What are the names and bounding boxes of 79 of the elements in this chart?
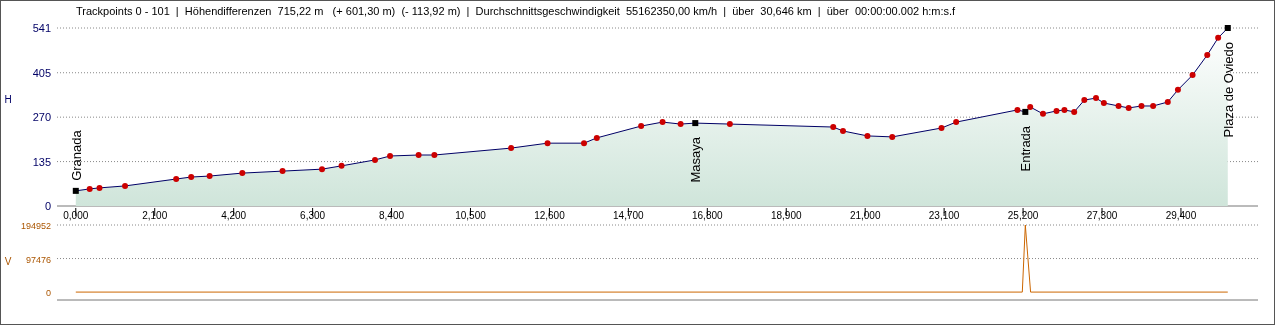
point [1061, 106, 1068, 113]
point [319, 166, 326, 173]
x-tick-label: 23,100 [928, 210, 960, 221]
y-axis-title: V [4, 256, 12, 267]
annotation: Granada [68, 129, 84, 181]
point [677, 121, 684, 128]
point [1092, 95, 1099, 102]
point [1215, 34, 1222, 41]
point [72, 187, 79, 194]
point [1014, 106, 1021, 113]
point [1150, 102, 1157, 109]
x-tick-label: 4,200 [221, 210, 247, 221]
x-tick-label: 12,600 [534, 210, 566, 221]
point [239, 170, 246, 177]
x-tick-label: 6,300 [300, 210, 326, 221]
x-tick-label: 18,900 [770, 210, 802, 221]
point [1039, 110, 1046, 117]
y-tick-label: 270 [32, 111, 51, 124]
point [581, 140, 588, 147]
point [1174, 86, 1181, 93]
point [1204, 51, 1211, 58]
x-tick-label: 25,200 [1007, 210, 1039, 221]
x-tick-label: 2,100 [142, 210, 168, 221]
point [1115, 102, 1122, 109]
x-tick-label: 21,000 [849, 210, 881, 221]
point [889, 133, 896, 140]
point [431, 152, 438, 158]
point [938, 125, 945, 132]
y-axis-title: H [4, 94, 12, 105]
y-tick-label: 97476 [25, 254, 51, 265]
point [122, 182, 129, 189]
y-tick-label: 405 [32, 66, 51, 79]
point [279, 168, 286, 175]
point [1125, 104, 1132, 111]
point [415, 152, 422, 158]
annotation: Masaya [688, 136, 704, 183]
x-tick-label: 16,800 [692, 210, 724, 221]
point [1100, 100, 1107, 107]
point [387, 152, 394, 159]
chart-title: Trackpoints 0 - 101 | Höhendifferenzen 715,22 m (+ 601,30 m) (- 113,92 m) | Durchschnittsgeschwindigkeit 55162350,00 km/h | über 30,646 km | über 00:00:00.002 h:m:s.f [76, 5, 957, 17]
point [953, 119, 960, 126]
y-tick-label: 0 [44, 200, 51, 212]
annotation: Entrada [1018, 125, 1034, 172]
point [1164, 99, 1171, 106]
point [338, 162, 345, 169]
point [188, 174, 195, 181]
point [1053, 107, 1060, 114]
y-tick-label: 135 [32, 155, 51, 168]
point [830, 124, 837, 131]
x-tick-label: 14,700 [613, 210, 645, 221]
point [372, 156, 379, 163]
point [593, 134, 600, 141]
point [508, 145, 515, 152]
point [1224, 25, 1231, 31]
point [840, 127, 847, 134]
point [1022, 108, 1029, 115]
point [206, 173, 213, 180]
point [544, 140, 551, 147]
y-tick-label: 194952 [20, 221, 51, 231]
point [726, 121, 733, 128]
point [173, 176, 180, 183]
point [86, 185, 93, 192]
annotation: Plaza de Oviedo [1220, 42, 1236, 138]
x-tick-label: 0,000 [63, 210, 89, 221]
point [1071, 108, 1078, 115]
x-tick-label: 27,300 [1086, 210, 1118, 221]
point [1138, 102, 1145, 109]
point [659, 119, 666, 126]
point [692, 120, 699, 127]
point [96, 184, 103, 191]
y-tick-label: 541 [32, 22, 51, 34]
x-tick-label: 8,400 [379, 210, 405, 221]
point [1081, 97, 1088, 104]
point [1189, 72, 1196, 79]
y-tick-label: 0 [45, 288, 51, 299]
x-tick-label: 29,400 [1165, 210, 1197, 221]
point [638, 123, 645, 130]
point [1027, 103, 1034, 110]
point [864, 132, 871, 139]
